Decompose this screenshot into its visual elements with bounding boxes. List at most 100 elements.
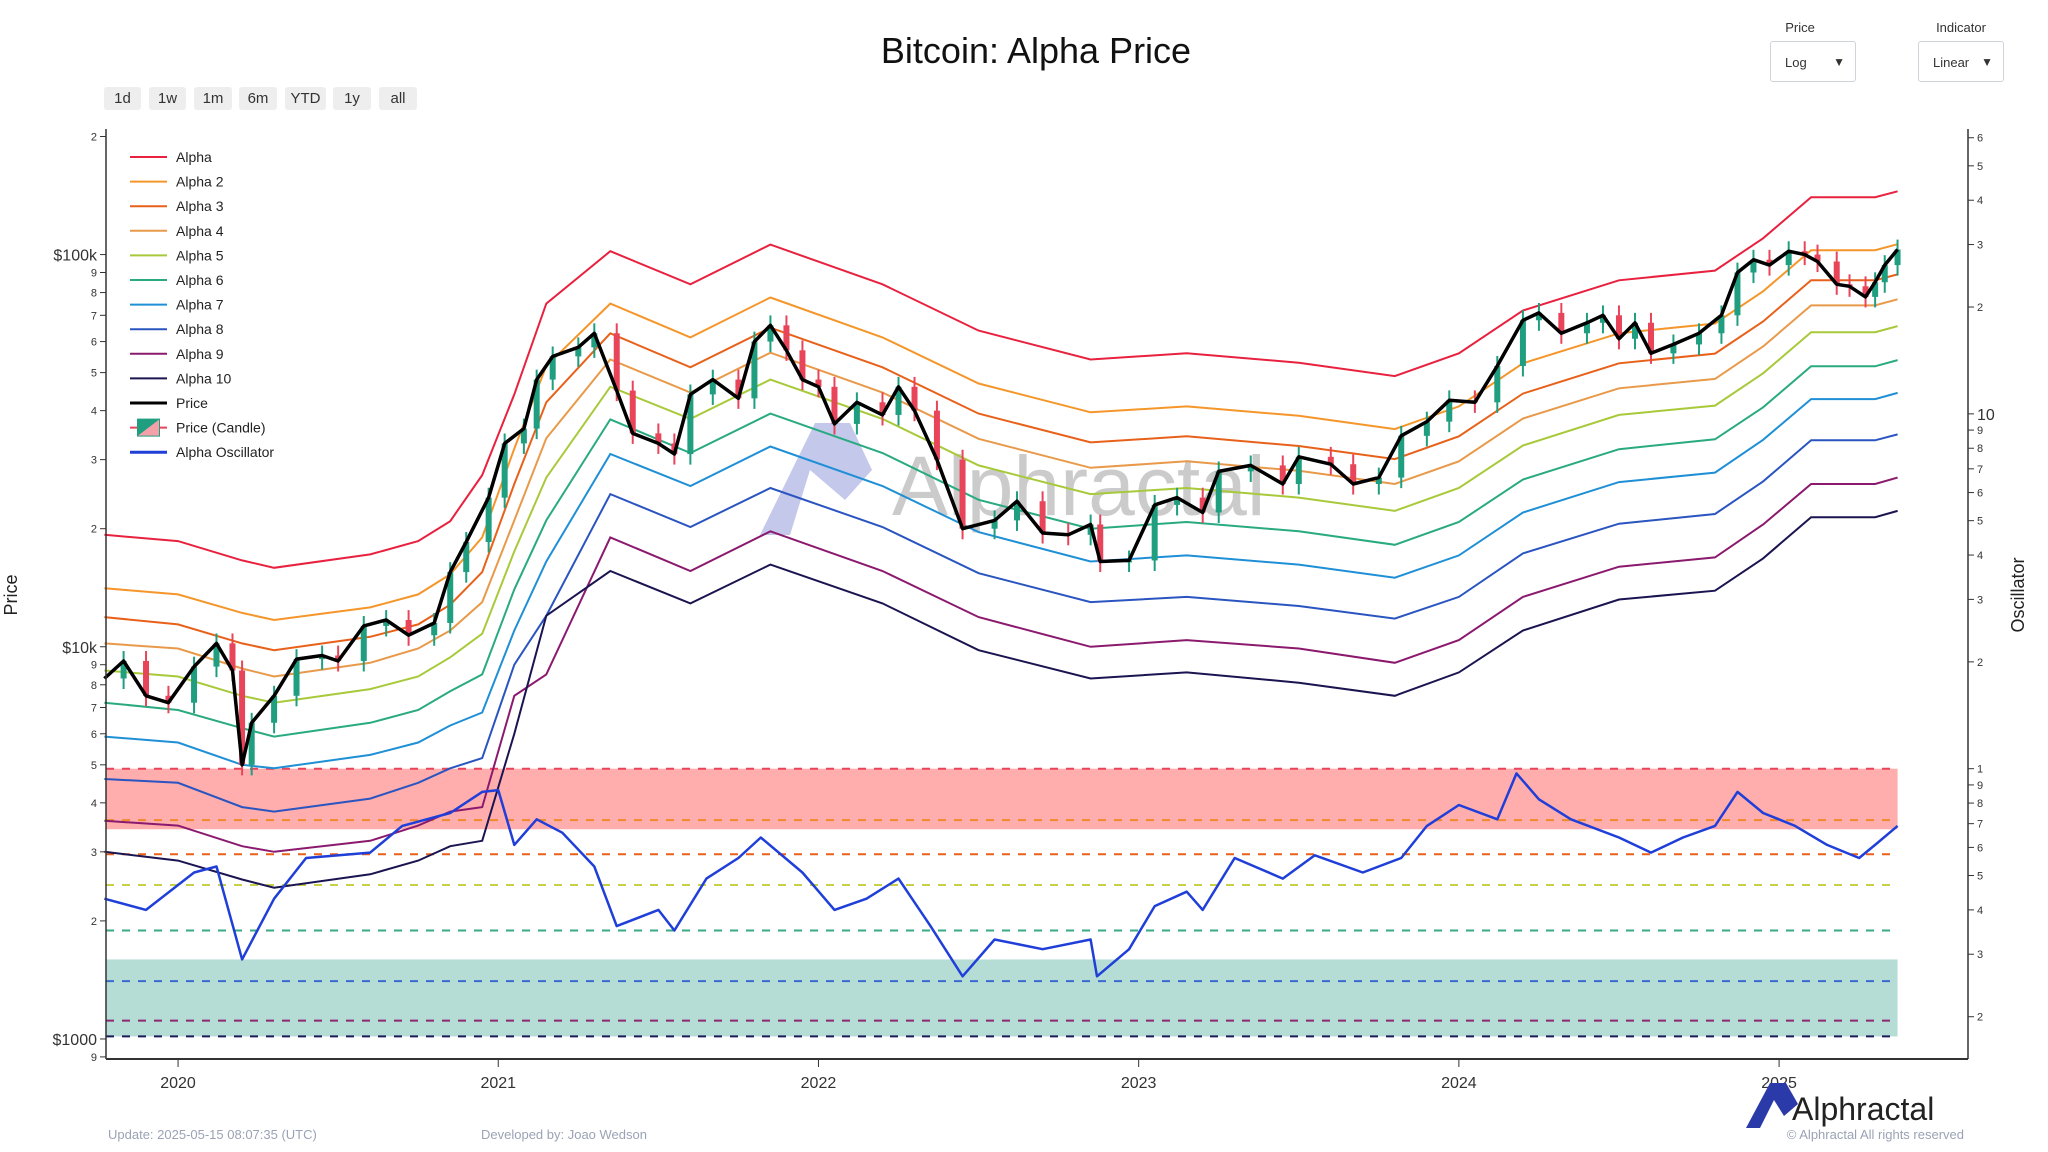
legend-label: Alpha 6 <box>176 272 224 288</box>
y2-tick-label: 3 <box>1977 594 1983 606</box>
y2-tick-label: 3 <box>1977 240 1983 252</box>
y-tick-label: 3 <box>91 455 97 467</box>
legend-label: Alpha <box>176 149 212 165</box>
y-tick-label: $10k <box>62 640 98 657</box>
price-scale-select[interactable]: Log ▼ <box>1770 41 1856 82</box>
chart-title: Bitcoin: Alpha Price <box>880 30 1192 71</box>
legend-item: Alpha 3 <box>130 198 224 214</box>
price-candle <box>991 520 998 529</box>
price-candle <box>799 350 806 380</box>
range-button-ytd[interactable]: YTD <box>285 87 326 110</box>
price-candle <box>1647 322 1654 354</box>
price-candle <box>735 379 742 399</box>
y-tick-label: 6 <box>91 729 97 741</box>
range-button-6m[interactable]: 6m <box>239 87 277 110</box>
y2-tick-label: 2 <box>1977 657 1983 669</box>
price-candle <box>229 643 236 671</box>
range-button-1m[interactable]: 1m <box>194 87 232 110</box>
price-candle <box>1583 322 1590 334</box>
y-tick-label: 4 <box>91 406 97 418</box>
price-candle <box>165 695 172 703</box>
y2-tick-label: 10 <box>1977 407 1995 424</box>
y-tick-label: 2 <box>91 916 97 928</box>
price-candle <box>120 660 127 679</box>
y2-tick-label: 6 <box>1977 133 1983 145</box>
legend-label: Alpha 4 <box>176 223 224 239</box>
y-tick-label: 8 <box>91 680 97 692</box>
alphractal-logo: Alphractal <box>1746 1083 1934 1128</box>
y2-tick-label: 7 <box>1977 464 1983 476</box>
price-candle <box>1295 456 1302 485</box>
alpha-oscillator-line <box>104 772 1899 978</box>
legend-item: Alpha <box>130 149 212 165</box>
y2-tick-label: 8 <box>1977 443 1983 455</box>
dropdown-arrow-icon: ▼ <box>1981 55 1993 69</box>
x-tick-label: 2020 <box>160 1075 196 1092</box>
y2-tick-label: 5 <box>1977 161 1983 173</box>
price-candle <box>1446 400 1453 422</box>
y-tick-label: 9 <box>91 1052 97 1064</box>
price-candle <box>853 402 860 424</box>
legend-label: Price <box>176 395 208 411</box>
price-candle <box>613 333 620 391</box>
price-candle <box>213 643 220 667</box>
y-tick-label: 9 <box>91 268 97 280</box>
price-candle <box>655 433 662 444</box>
price-candle <box>1881 265 1888 283</box>
price-candle <box>591 333 598 348</box>
legend-item: Alpha 10 <box>130 370 231 386</box>
price-candle <box>1734 272 1741 316</box>
price-candle <box>293 659 300 696</box>
price-candle <box>767 325 774 342</box>
price-candle <box>911 386 918 411</box>
price-candle <box>1247 465 1254 472</box>
price-candle <box>1814 254 1821 262</box>
price-candle <box>1423 421 1430 436</box>
y-tick-label: $1000 <box>53 1032 98 1049</box>
oscillator-band <box>106 768 1898 830</box>
x-tick-label: 2024 <box>1441 1075 1477 1092</box>
y2-tick-label: 6 <box>1977 488 1983 500</box>
price-scale-label: Price <box>1785 20 1815 35</box>
legend-candle-icon <box>138 419 159 436</box>
price-candle <box>575 347 582 357</box>
price-candle <box>783 325 790 351</box>
price-candle <box>520 428 527 444</box>
alpha-line-1 <box>104 190 1898 569</box>
price-candle <box>1599 315 1606 323</box>
legend-item: Alpha 2 <box>130 174 224 190</box>
alpha-line-9 <box>104 476 1898 853</box>
price-candle <box>1215 471 1222 513</box>
y-tick-label: 7 <box>91 310 97 322</box>
x-tick-label: 2023 <box>1121 1075 1157 1092</box>
price-candle <box>1151 504 1158 561</box>
price-candle <box>1097 524 1104 562</box>
range-button-1w[interactable]: 1w <box>149 87 186 110</box>
alpha-line-6 <box>104 359 1898 738</box>
legend-item: Alpha Oscillator <box>130 444 274 460</box>
y-axis-label: Price <box>1 574 21 615</box>
y-tick-label: 7 <box>91 703 97 715</box>
alpha-line-8 <box>104 433 1898 813</box>
y2-tick-label: 2 <box>1977 1012 1983 1024</box>
price-candle <box>1327 456 1334 465</box>
y-tick-label: 8 <box>91 288 97 300</box>
legend-label: Alpha 5 <box>176 247 224 263</box>
price-candle <box>1872 282 1879 297</box>
y-tick-label: 5 <box>91 760 97 772</box>
legend-item: Alpha 6 <box>130 272 224 288</box>
y2-axis-label: Oscillator <box>2008 557 2028 632</box>
price-candle <box>1494 365 1501 403</box>
price-candle <box>895 386 902 415</box>
legend-item: Alpha 9 <box>130 346 224 362</box>
price-candle <box>1535 312 1542 321</box>
watermark: Alphractal <box>760 423 1266 535</box>
range-button-1y[interactable]: 1y <box>333 87 371 110</box>
range-button-1d[interactable]: 1d <box>104 87 141 110</box>
indicator-scale-select[interactable]: Linear ▼ <box>1918 41 2004 82</box>
range-button-all[interactable]: all <box>379 87 417 110</box>
y-tick-label: 4 <box>91 798 97 810</box>
price-candle <box>933 410 940 460</box>
legend-label: Alpha Oscillator <box>176 444 274 460</box>
